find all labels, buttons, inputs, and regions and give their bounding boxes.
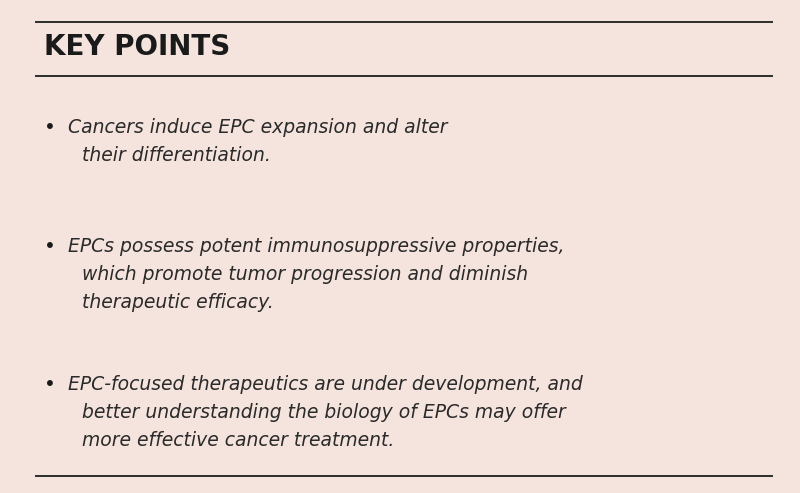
Text: their differentiation.: their differentiation. — [82, 146, 271, 166]
Text: KEY POINTS: KEY POINTS — [44, 33, 230, 61]
Text: •: • — [44, 375, 55, 394]
Text: more effective cancer treatment.: more effective cancer treatment. — [82, 431, 394, 450]
Text: •: • — [44, 118, 55, 138]
Text: Cancers induce EPC expansion and alter: Cancers induce EPC expansion and alter — [68, 118, 447, 138]
Text: better understanding the biology of EPCs may offer: better understanding the biology of EPCs… — [82, 403, 566, 422]
Text: EPCs possess potent immunosuppressive properties,: EPCs possess potent immunosuppressive pr… — [68, 237, 565, 256]
Text: therapeutic efficacy.: therapeutic efficacy. — [82, 293, 274, 312]
Text: •: • — [44, 237, 55, 256]
Text: which promote tumor progression and diminish: which promote tumor progression and dimi… — [82, 265, 529, 284]
Text: EPC-focused therapeutics are under development, and: EPC-focused therapeutics are under devel… — [68, 375, 582, 394]
